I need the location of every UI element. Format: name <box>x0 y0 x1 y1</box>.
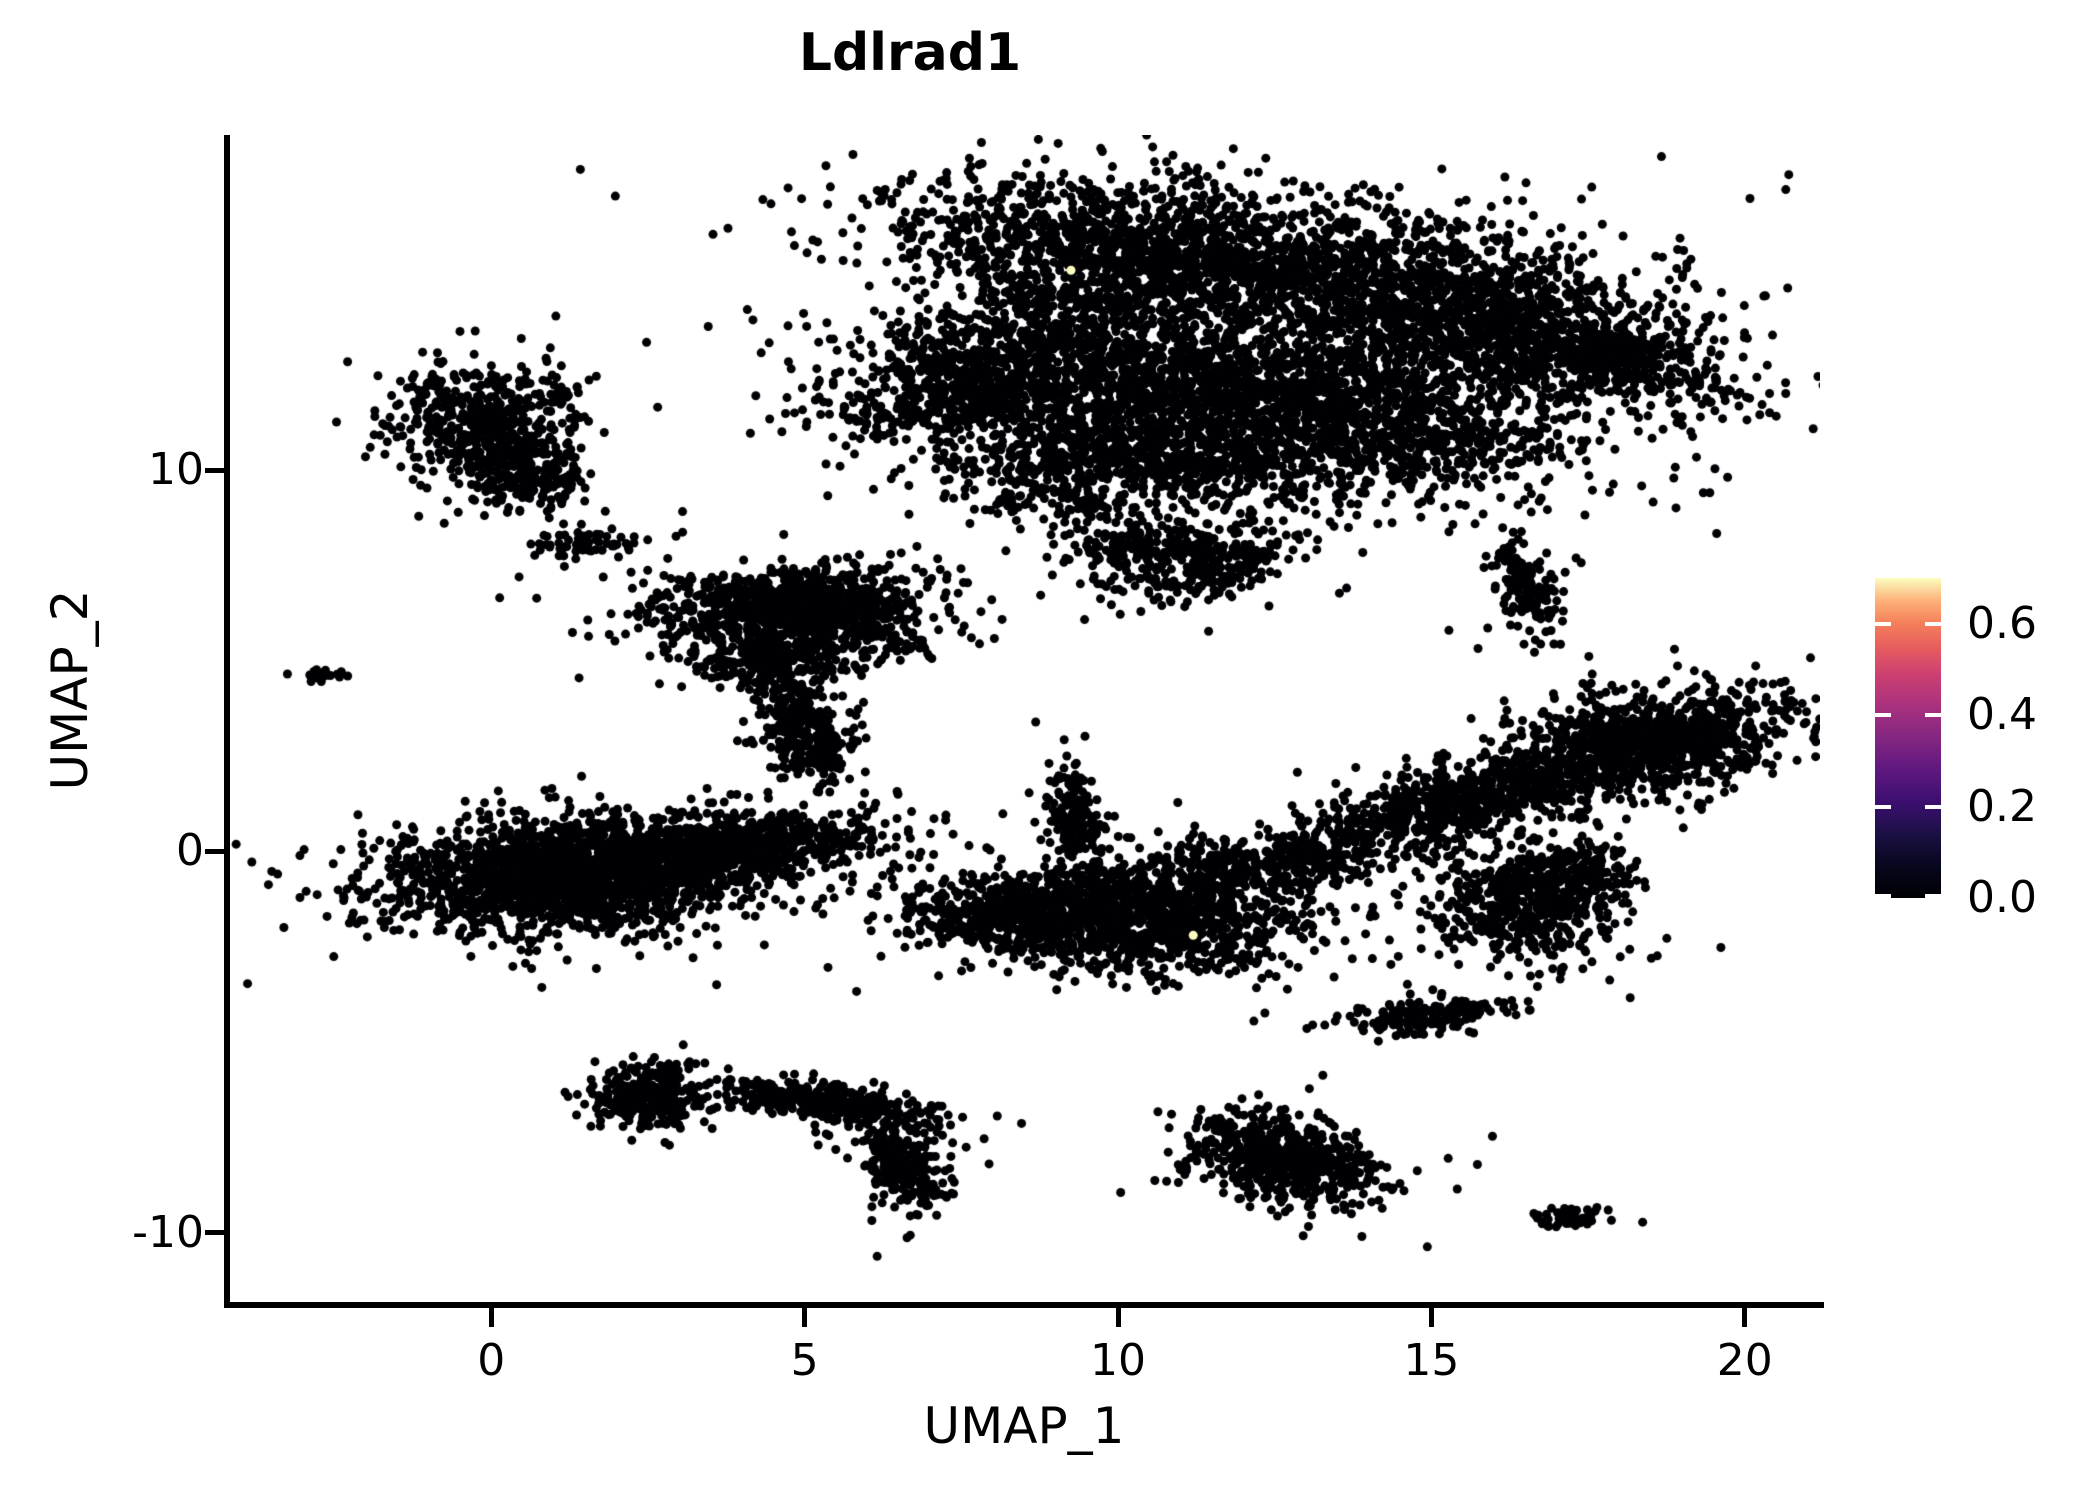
colorbar-tick-label: 0.4 <box>1967 689 2037 741</box>
x-tick-mark <box>1115 1307 1121 1327</box>
x-tick-label: 0 <box>477 1335 506 1386</box>
colorbar-tick-mark <box>1875 804 1891 809</box>
colorbar-tick-label: 0.0 <box>1967 872 2037 923</box>
colorbar-tick-label: 0.2 <box>1967 780 2037 832</box>
colorbar-tick-mark <box>1925 621 1941 626</box>
colorbar-tick-mark <box>1875 713 1891 718</box>
colorbar-tick-mark <box>1925 894 1941 898</box>
y-tick-mark <box>205 467 225 473</box>
x-tick-mark <box>802 1307 808 1327</box>
page-title: Ldlrad1 <box>798 23 1022 83</box>
x-tick-label: 15 <box>1403 1335 1460 1386</box>
x-tick-label: 5 <box>790 1335 819 1386</box>
colorbar-tick-mark <box>1925 713 1941 718</box>
x-axis-label: UMAP_1 <box>923 1397 1125 1455</box>
colorbar-tick-label: 0.6 <box>1967 597 2037 649</box>
x-tick-label: 10 <box>1090 1335 1147 1386</box>
y-tick-mark <box>205 848 225 854</box>
colorbar: 0.6 0.4 0.2 0.0 <box>1875 578 2095 920</box>
x-axis-spine <box>224 1302 1824 1308</box>
y-tick-label: 0 <box>176 825 204 877</box>
colorbar-gradient <box>1875 578 1941 898</box>
x-tick-mark <box>1742 1307 1748 1327</box>
colorbar-tick-mark <box>1875 894 1891 898</box>
y-axis-label: UMAP_2 <box>41 589 99 791</box>
y-tick-label: -10 <box>132 1206 204 1258</box>
x-tick-mark <box>488 1307 494 1327</box>
y-axis-spine <box>224 135 230 1308</box>
y-tick-label: 10 <box>148 444 204 496</box>
x-tick-mark <box>1428 1307 1434 1327</box>
scatter-canvas <box>228 135 1820 1305</box>
colorbar-tick-mark <box>1875 621 1891 626</box>
x-tick-label: 20 <box>1716 1335 1773 1386</box>
colorbar-tick-mark <box>1925 804 1941 809</box>
y-tick-mark <box>205 1230 225 1236</box>
plot-area <box>228 135 1820 1305</box>
